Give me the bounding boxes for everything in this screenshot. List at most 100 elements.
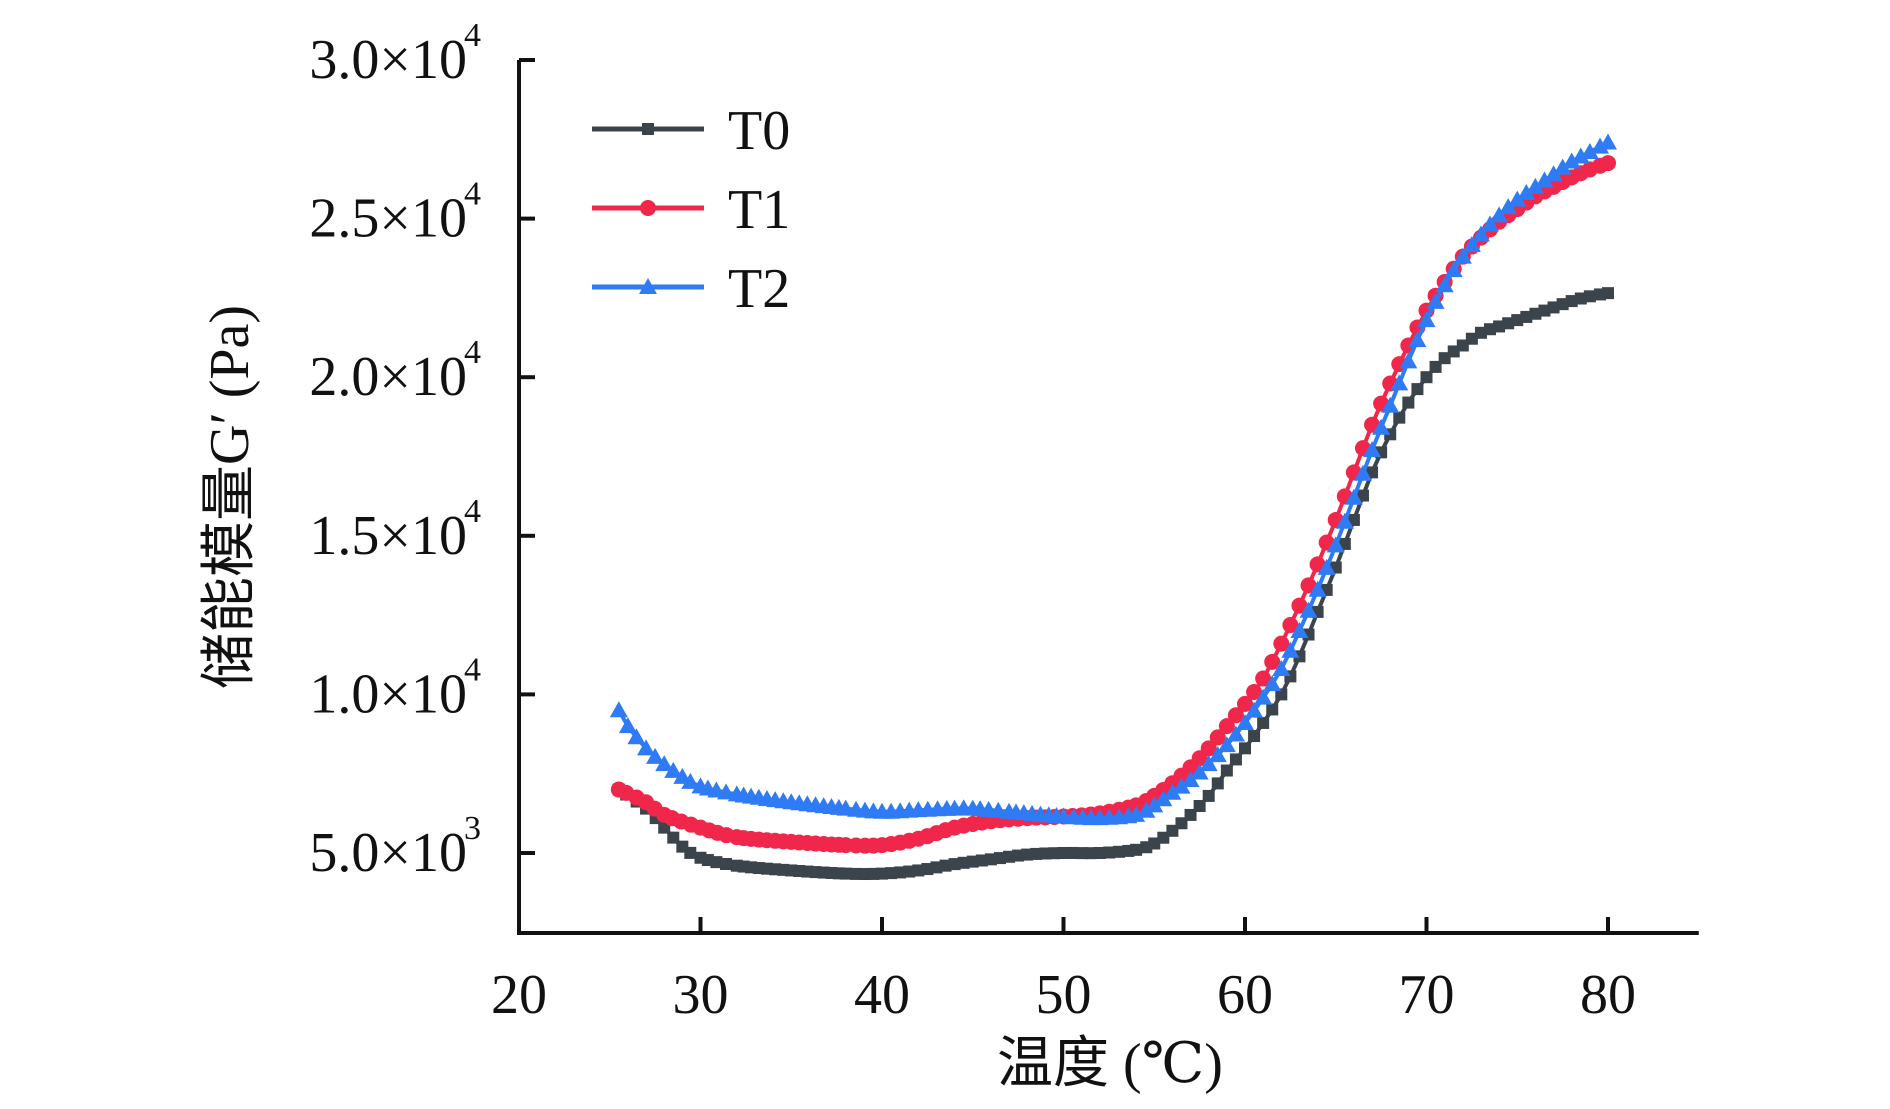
data-point-T0	[1356, 489, 1369, 502]
data-point-T0	[894, 866, 907, 879]
data-point-T1	[1273, 635, 1290, 652]
data-point-T2	[1544, 165, 1563, 182]
data-point-T0	[1520, 310, 1533, 323]
data-point-T0	[993, 852, 1006, 865]
y-tick-label: 2.5×10	[309, 188, 467, 250]
legend-marker-T0	[642, 123, 654, 135]
data-point-T2	[1580, 142, 1599, 159]
data-point-T0	[1239, 742, 1251, 755]
data-point-T0	[1511, 314, 1524, 327]
data-point-T2	[1417, 311, 1436, 328]
data-point-T0	[1113, 845, 1126, 858]
data-point-T2	[1591, 137, 1610, 154]
data-point-T0	[1066, 846, 1079, 859]
data-point-T0	[1574, 292, 1587, 305]
y-tick-mantissa: 1.0×10	[309, 663, 467, 725]
y-tick-mantissa: 5.0×10	[309, 822, 467, 884]
data-point-T2	[1145, 796, 1164, 813]
data-point-T2	[1335, 512, 1354, 529]
data-point-T0	[903, 865, 916, 878]
series-layer	[609, 133, 1617, 881]
data-point-T2	[1408, 331, 1427, 348]
data-point-T0	[1048, 847, 1061, 860]
data-point-T1	[1600, 155, 1616, 172]
x-axis-title: 温度 (℃)	[997, 1033, 1223, 1095]
y-tick-exponent: 4	[464, 493, 481, 530]
x-tick-label: 40	[854, 964, 910, 1026]
data-point-T1	[1246, 684, 1263, 701]
data-point-T0	[1193, 800, 1206, 813]
data-point-T2	[1226, 725, 1245, 742]
data-point-T2	[717, 783, 736, 800]
y-tick-label: 1.5×10	[309, 505, 467, 567]
data-point-T2	[1381, 396, 1400, 413]
data-point-T2	[1281, 641, 1300, 658]
data-point-T2	[1453, 247, 1472, 264]
y-tick-mantissa: 2.5×10	[309, 188, 467, 250]
data-point-T2	[1254, 688, 1273, 705]
data-point-T2	[1390, 374, 1409, 391]
data-point-T0	[1030, 847, 1043, 860]
data-point-T0	[1057, 847, 1070, 859]
data-point-T2	[1535, 171, 1554, 188]
y-tick-exponent: 4	[464, 334, 481, 371]
x-tick-label: 30	[673, 964, 729, 1026]
series-line-T0	[617, 291, 1609, 877]
y-tick-exponent: 4	[464, 17, 481, 54]
data-point-T2	[1508, 190, 1527, 207]
data-point-T2	[1571, 147, 1590, 164]
series-T0	[612, 287, 1614, 881]
y-tick-label: 2.0×10	[309, 346, 467, 408]
data-point-T0	[1411, 383, 1424, 396]
data-point-T0	[1039, 847, 1052, 860]
data-point-T2	[1435, 276, 1454, 293]
data-point-T0	[1456, 339, 1469, 352]
data-point-T1	[1227, 707, 1244, 724]
data-point-T2	[1426, 292, 1445, 309]
data-point-T1	[1200, 740, 1217, 757]
data-point-T0	[1012, 849, 1025, 862]
y-ticks: 5.0×1031.0×1041.5×1042.0×1042.5×1043.0×1…	[309, 17, 535, 884]
legend: T0 T1 T2	[592, 100, 790, 320]
data-point-T0	[1166, 824, 1179, 837]
data-point-T2	[989, 801, 1008, 818]
data-point-T2	[1499, 198, 1518, 215]
data-point-T2	[1471, 225, 1490, 242]
y-tick-mantissa: 2.0×10	[309, 346, 467, 408]
data-point-T1	[1282, 617, 1299, 634]
data-point-T2	[1236, 713, 1254, 730]
data-point-T2	[618, 717, 637, 734]
data-point-T2	[1553, 158, 1572, 175]
legend-marker-T2	[639, 278, 657, 294]
series-line-T2	[617, 140, 1609, 821]
data-point-T0	[975, 854, 988, 867]
data-point-T2	[1344, 488, 1363, 505]
data-point-T0	[1493, 320, 1506, 333]
data-point-T2	[1363, 441, 1382, 458]
y-tick-label: 3.0×10	[309, 29, 467, 91]
y-tick-exponent: 4	[464, 176, 481, 213]
data-point-T0	[1447, 345, 1460, 358]
y-tick-exponent: 4	[464, 651, 481, 688]
data-point-T2	[1163, 783, 1182, 800]
data-point-T2	[1599, 133, 1617, 150]
x-tick-label: 20	[491, 964, 547, 1026]
data-point-T2	[1272, 660, 1291, 677]
data-point-T1	[1255, 670, 1272, 687]
data-point-T0	[1084, 847, 1097, 860]
data-point-T0	[1103, 846, 1116, 859]
y-tick-mantissa: 3.0×10	[309, 29, 467, 91]
data-point-T0	[957, 856, 970, 869]
data-point-T2	[681, 772, 700, 789]
x-tick-label: 80	[1580, 964, 1636, 1026]
legend-label: T1	[728, 179, 790, 241]
series-T2	[609, 133, 1617, 826]
data-point-T2	[1399, 352, 1418, 369]
data-point-T2	[1490, 206, 1509, 223]
data-point-T0	[1565, 295, 1578, 308]
data-point-T0	[1184, 808, 1197, 821]
data-point-T0	[1266, 703, 1279, 716]
data-point-T2	[1154, 790, 1173, 807]
data-point-T0	[1021, 848, 1034, 861]
